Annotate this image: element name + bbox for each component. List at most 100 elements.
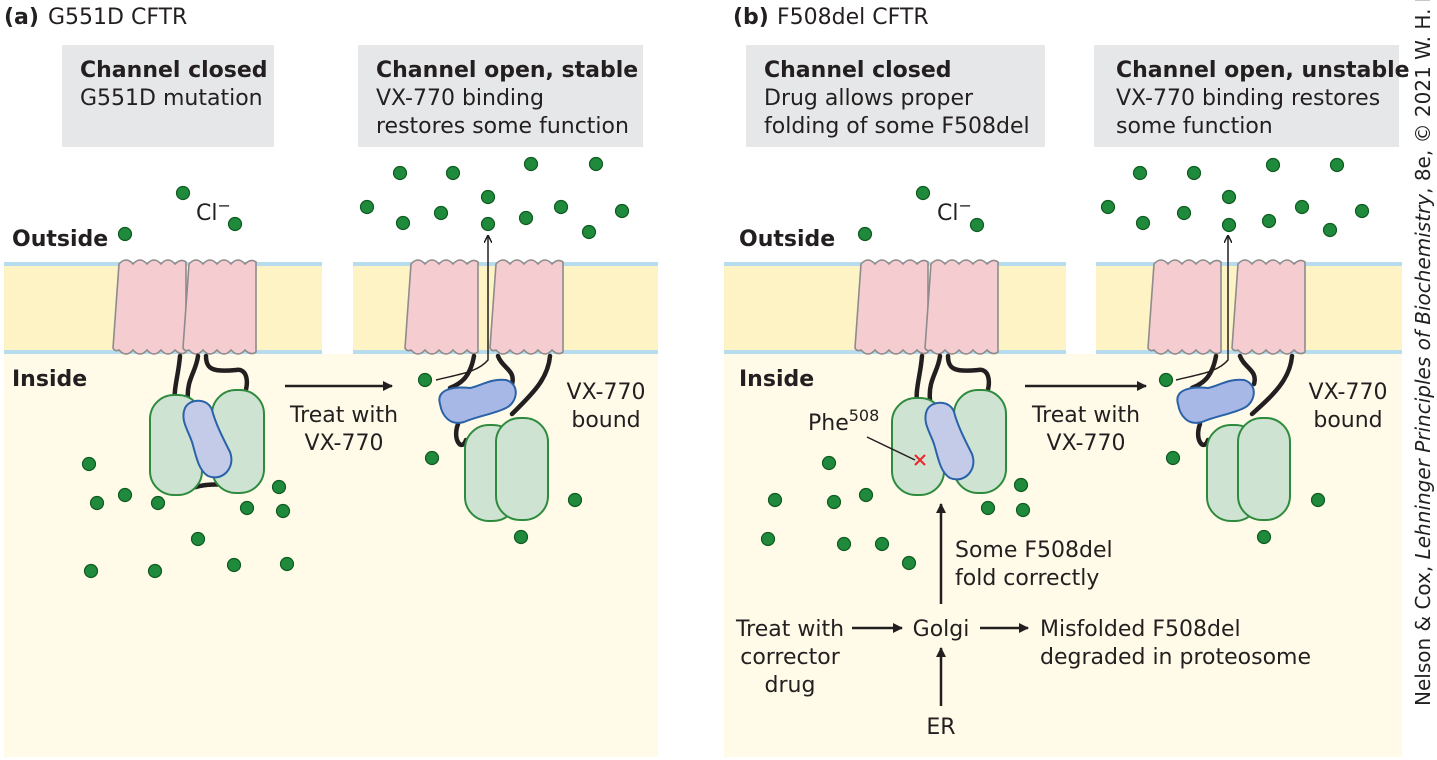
- corrector-line1: Treat with: [735, 617, 844, 642]
- box-b1-title: Channel closed: [764, 58, 952, 83]
- chloride-ion: [175, 185, 191, 201]
- chloride-ion: [1132, 165, 1148, 181]
- golgi-label: Golgi: [913, 617, 970, 642]
- chloride-ion: [1294, 199, 1310, 215]
- chloride-ion: [760, 531, 776, 547]
- label-box-a1: [62, 45, 274, 147]
- box-b2-title: Channel open, unstable: [1116, 58, 1410, 83]
- panel-b-title: F508del CFTR: [777, 5, 929, 30]
- chloride-ion: [1221, 189, 1237, 205]
- chloride-ion: [980, 500, 996, 516]
- cftr-closed-b: [854, 259, 1007, 496]
- panel-a: (a) G551D CFTR Channel closed G551D muta…: [4, 5, 658, 757]
- box-b2-line1: VX-770 binding restores: [1116, 86, 1380, 111]
- chloride-ion: [1186, 165, 1202, 181]
- chloride-ion: [1013, 477, 1029, 493]
- panel-b-label: (b): [733, 5, 769, 30]
- chloride-ion: [1354, 203, 1370, 219]
- chloride-ion: [279, 556, 295, 572]
- chloride-ion: [147, 563, 163, 579]
- chloride-ion: [392, 165, 408, 181]
- chloride-label-a: Cl−: [196, 196, 231, 226]
- chloride-ion: [767, 492, 783, 508]
- chloride-ion: [874, 536, 890, 552]
- misfolded-line1: Misfolded F508del: [1040, 617, 1241, 642]
- chloride-ion: [614, 203, 630, 219]
- chloride-ion: [480, 216, 496, 232]
- inside-label-a: Inside: [12, 367, 87, 392]
- treat-a-line1: Treat with: [289, 403, 398, 428]
- treat-b-line1: Treat with: [1031, 403, 1140, 428]
- chloride-ion: [857, 226, 873, 242]
- misfolded-line2: degraded in proteosome: [1040, 645, 1311, 670]
- outside-label-a: Outside: [12, 227, 108, 252]
- chloride-ion: [83, 563, 99, 579]
- chloride-ion: [480, 189, 496, 205]
- box-a1-title: Channel closed: [80, 58, 268, 83]
- bound-b-line1: VX-770: [1309, 380, 1388, 405]
- chloride-ion: [901, 555, 917, 571]
- box-a2-line1: VX-770 binding: [376, 86, 544, 111]
- box-a2-line2: restores some function: [376, 114, 629, 139]
- panel-b: (b) F508del CFTR Channel closed Drug all…: [724, 5, 1410, 757]
- label-box-b1: [746, 45, 1045, 147]
- chloride-ion: [150, 495, 166, 511]
- cftr-closed-a: [112, 259, 265, 496]
- cftr-open-b: [1147, 236, 1306, 522]
- chloride-ion: [1310, 492, 1326, 508]
- chloride-ion: [518, 210, 534, 226]
- chloride-ion: [1158, 372, 1174, 388]
- label-box-a2: [358, 45, 643, 147]
- chloride-label-b: Cl−: [937, 196, 972, 226]
- chloride-ion: [588, 156, 604, 172]
- inside-region-b: [724, 354, 1402, 757]
- chloride-ion: [81, 456, 97, 472]
- chloride-ion: [190, 531, 206, 547]
- chloride-ion: [89, 495, 105, 511]
- chloride-ion: [969, 217, 985, 233]
- chloride-ion: [424, 450, 440, 466]
- bound-a-line1: VX-770: [567, 380, 646, 405]
- panel-a-title: G551D CFTR: [48, 5, 187, 30]
- box-a2-title: Channel open, stable: [376, 58, 638, 83]
- chloride-ion: [513, 529, 529, 545]
- chloride-ion: [1322, 222, 1338, 238]
- fold-line2: fold correctly: [955, 566, 1099, 591]
- chloride-ion: [1256, 529, 1272, 545]
- fold-line1: Some F508del: [955, 538, 1113, 563]
- chloride-ion: [1329, 157, 1345, 173]
- corrector-line3: drug: [765, 673, 816, 698]
- inside-region-a: [4, 354, 658, 757]
- chloride-ion: [553, 199, 569, 215]
- inside-label-b: Inside: [739, 367, 814, 392]
- chloride-ion: [1015, 502, 1031, 518]
- chloride-ion: [117, 226, 133, 242]
- treat-a-line2: VX-770: [305, 431, 384, 456]
- panel-a-label: (a): [4, 5, 39, 30]
- chloride-ion: [227, 216, 243, 232]
- outside-label-b: Outside: [739, 227, 835, 252]
- chloride-ion: [567, 492, 583, 508]
- box-a1-line1: G551D mutation: [80, 86, 263, 111]
- phe-label: Phe508: [808, 406, 879, 436]
- box-b2-line2: some function: [1116, 114, 1273, 139]
- chloride-ion: [826, 494, 842, 510]
- bound-a-line2: bound: [571, 408, 640, 433]
- chloride-ion: [858, 487, 874, 503]
- chloride-ion: [1165, 450, 1181, 466]
- corrector-line2: corrector: [740, 645, 840, 670]
- chloride-ion: [821, 455, 837, 471]
- chloride-ion: [359, 199, 375, 215]
- bound-b-line2: bound: [1313, 408, 1382, 433]
- label-box-b2: [1094, 45, 1399, 147]
- chloride-ion: [1265, 157, 1281, 173]
- chloride-ion: [417, 372, 433, 388]
- box-b1-line2: folding of some F508del: [764, 114, 1030, 139]
- chloride-ion: [1135, 215, 1151, 231]
- chloride-ion: [445, 165, 461, 181]
- box-b1-line1: Drug allows proper: [764, 86, 974, 111]
- chloride-ion: [1261, 213, 1277, 229]
- chloride-ion: [915, 185, 931, 201]
- cftr-open-a: [404, 236, 564, 522]
